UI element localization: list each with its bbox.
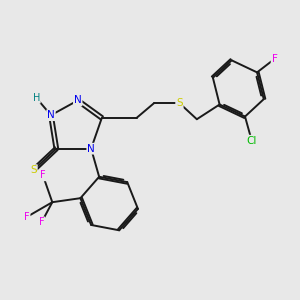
Text: N: N bbox=[74, 95, 82, 106]
Text: S: S bbox=[176, 98, 183, 108]
Text: S: S bbox=[30, 165, 37, 175]
Text: F: F bbox=[39, 217, 44, 227]
Text: N: N bbox=[47, 110, 55, 120]
Text: F: F bbox=[40, 170, 46, 180]
Text: F: F bbox=[24, 212, 30, 222]
Text: Cl: Cl bbox=[247, 136, 257, 146]
Text: H: H bbox=[32, 93, 40, 103]
Text: N: N bbox=[87, 144, 95, 154]
Text: F: F bbox=[272, 54, 278, 64]
